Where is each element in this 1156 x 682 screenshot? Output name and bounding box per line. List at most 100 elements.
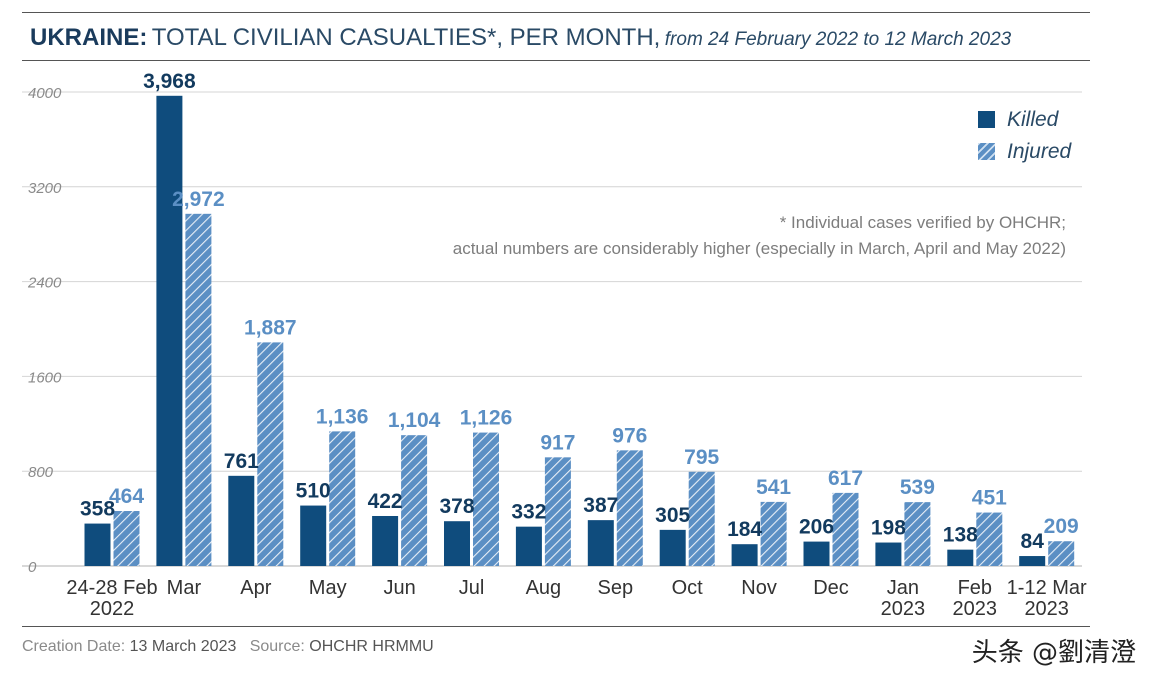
label-killed: 387 bbox=[583, 494, 618, 517]
creation-date-label: Creation Date: bbox=[22, 638, 126, 655]
y-axis-ticks: 0 800 1600 2400 3200 4000 bbox=[27, 85, 62, 576]
label-injured: 795 bbox=[684, 446, 719, 469]
bar-injured bbox=[832, 492, 859, 566]
legend-killed-label: Killed bbox=[1007, 108, 1059, 131]
x-tick-label: Apr bbox=[240, 577, 271, 599]
bar-injured bbox=[544, 457, 571, 566]
label-injured: 541 bbox=[756, 476, 791, 499]
bar-injured bbox=[904, 502, 931, 566]
x-tick-label: May bbox=[309, 577, 347, 599]
title-rule bbox=[22, 60, 1090, 61]
x-tick-label: Nov bbox=[741, 577, 777, 599]
x-tick-label: Jul bbox=[459, 577, 485, 599]
label-injured: 539 bbox=[900, 476, 935, 499]
x-tick-label: Jun bbox=[383, 577, 415, 599]
bar-killed bbox=[731, 544, 758, 566]
bar-killed bbox=[84, 523, 111, 566]
y-tick-label: 0 bbox=[28, 559, 37, 576]
footnote-line-2: actual numbers are considerably higher (… bbox=[452, 239, 1066, 258]
bar-injured bbox=[616, 450, 643, 566]
x-tick-label: 1-12 Mar bbox=[1007, 577, 1087, 599]
label-injured: 209 bbox=[1044, 515, 1079, 538]
footnote-line-1: * Individual cases verified by OHCHR; bbox=[779, 213, 1066, 232]
bar-killed bbox=[372, 515, 399, 566]
bar-injured bbox=[329, 431, 356, 566]
label-injured: 2,972 bbox=[172, 188, 225, 211]
x-tick-label: Mar bbox=[167, 577, 202, 599]
bars bbox=[84, 95, 1075, 567]
label-injured: 451 bbox=[972, 487, 1007, 510]
label-killed: 138 bbox=[943, 524, 978, 547]
watermark: 头条 @劉清澄 bbox=[971, 638, 1136, 668]
legend-injured-label: Injured bbox=[1007, 140, 1072, 163]
label-killed: 378 bbox=[439, 495, 474, 518]
bar-killed bbox=[300, 505, 327, 566]
label-killed: 358 bbox=[80, 498, 115, 521]
bar-killed bbox=[228, 475, 255, 566]
bottom-rule bbox=[22, 626, 1090, 627]
title-country: UKRAINE: bbox=[30, 24, 148, 51]
label-killed: 761 bbox=[224, 450, 259, 473]
x-tick-label: Aug bbox=[526, 577, 562, 599]
bar-injured bbox=[473, 432, 499, 566]
x-tick-label: Sep bbox=[598, 577, 634, 599]
bar-injured bbox=[976, 512, 1003, 566]
label-injured: 617 bbox=[828, 467, 863, 490]
bar-killed bbox=[444, 521, 470, 566]
label-killed: 198 bbox=[871, 517, 906, 540]
label-killed: 184 bbox=[727, 518, 762, 541]
bar-injured bbox=[1048, 541, 1075, 566]
title-main: TOTAL CIVILIAN CASUALTIES*, PER MONTH, bbox=[151, 24, 661, 51]
top-rule bbox=[22, 12, 1090, 13]
label-injured: 464 bbox=[109, 485, 144, 508]
creation-date-value: 13 March 2023 bbox=[129, 638, 237, 655]
label-injured: 1,104 bbox=[388, 409, 441, 432]
bar-killed bbox=[1019, 556, 1046, 566]
y-tick-label: 1600 bbox=[28, 369, 62, 386]
label-injured: 917 bbox=[540, 431, 575, 454]
label-injured: 1,126 bbox=[460, 407, 513, 430]
x-tick-label: 2023 bbox=[881, 598, 926, 620]
source-value: OHCHR HRMMU bbox=[309, 638, 434, 655]
legend-injured-swatch bbox=[978, 143, 995, 160]
label-killed: 3,968 bbox=[143, 70, 196, 93]
bar-injured bbox=[257, 342, 284, 566]
label-killed: 84 bbox=[1021, 530, 1045, 553]
bar-injured bbox=[401, 435, 428, 566]
x-tick-label: 24-28 Feb bbox=[66, 577, 157, 599]
legend-killed: Killed bbox=[978, 108, 1058, 132]
label-injured: 976 bbox=[612, 424, 647, 447]
legend-killed-swatch bbox=[978, 111, 995, 128]
source-label: Source: bbox=[249, 638, 305, 655]
bar-killed bbox=[515, 526, 542, 566]
x-tick-label: 2022 bbox=[90, 598, 135, 620]
x-tick-label: Feb bbox=[958, 577, 992, 599]
legend-injured: Injured bbox=[978, 140, 1071, 164]
bar-killed bbox=[659, 529, 686, 566]
y-tick-label: 2400 bbox=[27, 275, 62, 292]
bar-injured bbox=[113, 511, 140, 566]
label-killed: 422 bbox=[368, 490, 403, 513]
x-tick-label: 2023 bbox=[953, 598, 998, 620]
chart-title: UKRAINE: TOTAL CIVILIAN CASUALTIES*, PER… bbox=[30, 24, 1011, 52]
bar-injured bbox=[688, 471, 715, 566]
label-killed: 332 bbox=[511, 501, 546, 524]
footnote: * Individual cases verified by OHCHR; ac… bbox=[453, 210, 1066, 262]
label-injured: 1,136 bbox=[316, 405, 369, 428]
y-tick-label: 4000 bbox=[28, 85, 62, 102]
bar-killed bbox=[587, 520, 614, 566]
bar-killed bbox=[875, 542, 902, 566]
bar-injured bbox=[760, 501, 787, 566]
title-subtitle: from 24 February 2022 to 12 March 2023 bbox=[664, 29, 1012, 50]
bar-injured bbox=[185, 213, 212, 566]
label-killed: 206 bbox=[799, 516, 834, 539]
label-killed: 510 bbox=[296, 480, 331, 503]
label-injured: 1,887 bbox=[244, 316, 297, 339]
x-tick-label: 2023 bbox=[1024, 598, 1069, 620]
x-tick-label: Jan bbox=[887, 577, 919, 599]
label-killed: 305 bbox=[655, 504, 690, 527]
y-tick-label: 3200 bbox=[28, 180, 62, 197]
x-tick-label: Oct bbox=[672, 577, 704, 599]
